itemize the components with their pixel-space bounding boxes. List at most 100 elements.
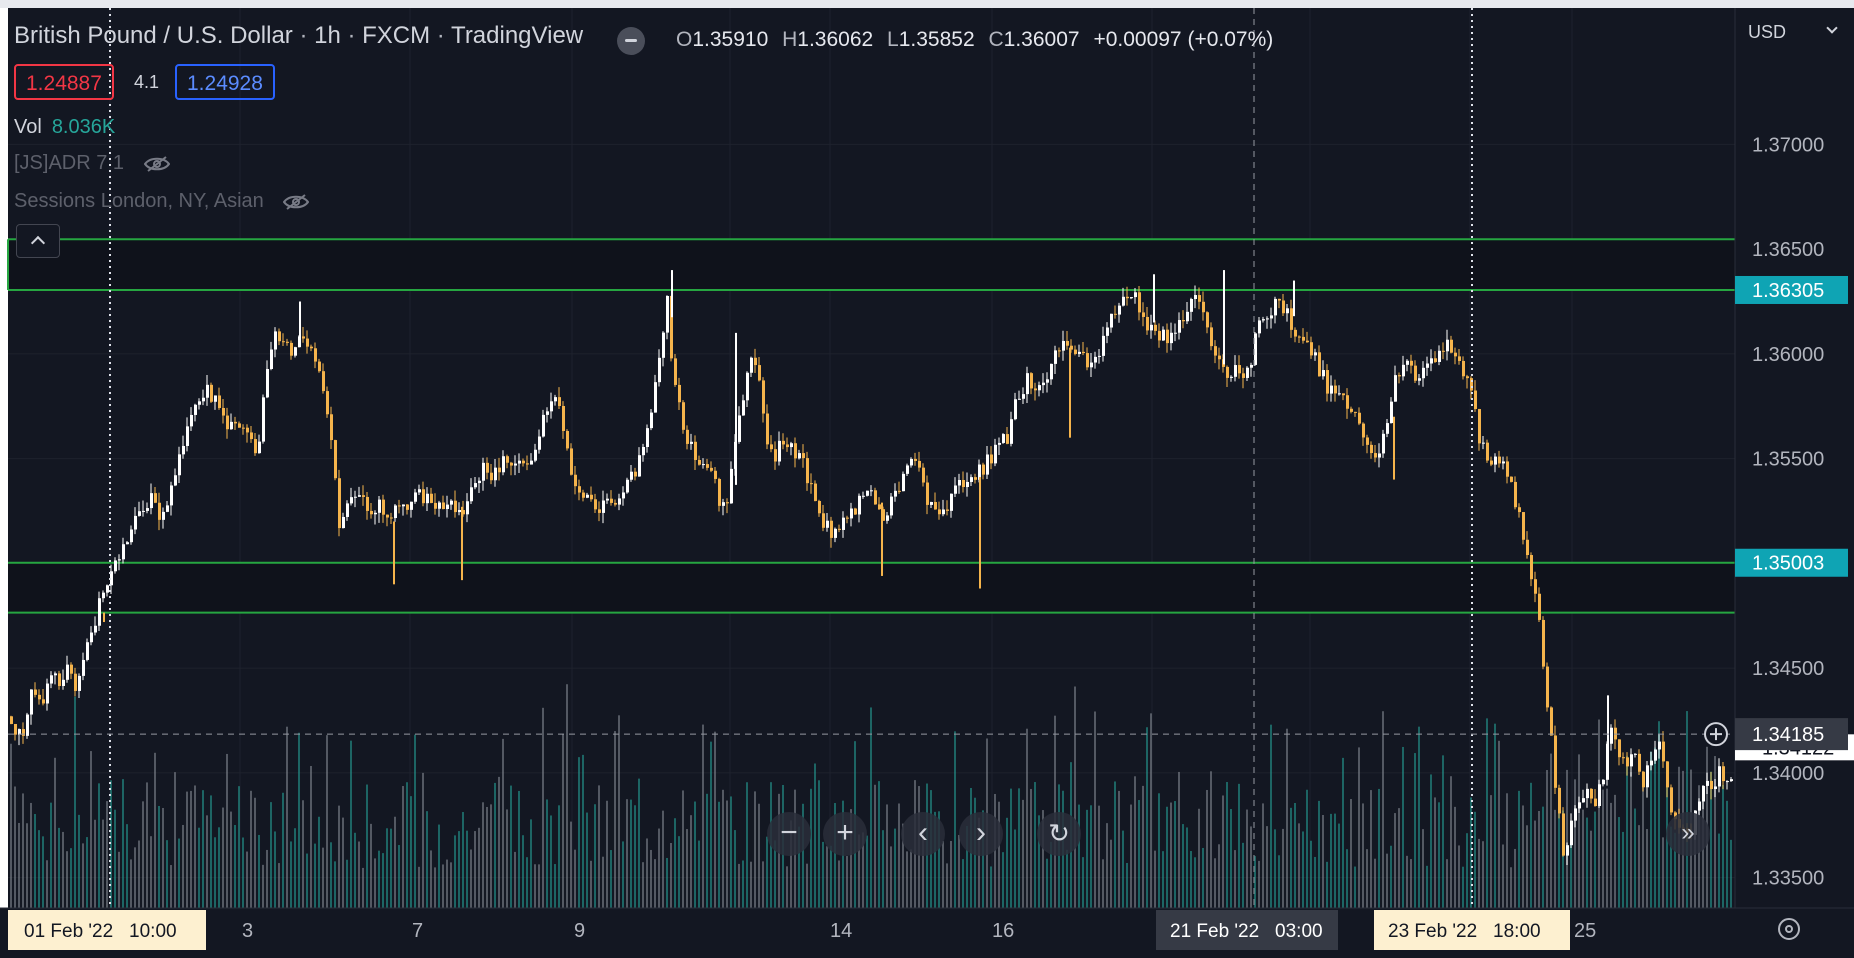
volume-bar bbox=[542, 707, 544, 908]
volume-bar bbox=[1458, 845, 1460, 908]
candle-up bbox=[902, 473, 905, 492]
volume-bar bbox=[1670, 826, 1672, 908]
volume-bar bbox=[1546, 770, 1548, 908]
candle-down bbox=[310, 346, 313, 349]
volume-bar bbox=[406, 782, 408, 908]
candle-up bbox=[1418, 378, 1421, 381]
candle-down bbox=[522, 460, 525, 464]
volume-bar bbox=[670, 842, 672, 908]
volume-bar bbox=[206, 815, 208, 908]
chevron-up-icon[interactable] bbox=[16, 224, 60, 258]
candle-down bbox=[598, 509, 601, 513]
volume-bar bbox=[1094, 711, 1096, 908]
candle-down bbox=[934, 502, 937, 510]
reset-icon[interactable]: ↻ bbox=[1037, 812, 1081, 856]
volume-bar bbox=[1442, 755, 1444, 908]
chevron-right-icon[interactable]: › bbox=[959, 812, 1003, 856]
volume-bar bbox=[462, 812, 464, 908]
volume-bar bbox=[438, 824, 440, 908]
volume-bar bbox=[458, 831, 460, 908]
candle-up bbox=[1706, 780, 1709, 786]
candle-down bbox=[1722, 766, 1725, 782]
candle-up bbox=[550, 401, 553, 412]
gear-icon[interactable] bbox=[1778, 918, 1800, 940]
currency-selector[interactable]: USD bbox=[1748, 22, 1787, 42]
volume-bar bbox=[1614, 794, 1616, 908]
candle-up bbox=[642, 447, 645, 456]
symbol-name[interactable]: British Pound / U.S. Dollar bbox=[14, 22, 293, 49]
volume-bar bbox=[1382, 711, 1384, 908]
candle-up bbox=[98, 598, 101, 626]
candle-up bbox=[662, 332, 665, 358]
candle-down bbox=[1030, 373, 1033, 389]
volume-bar bbox=[218, 827, 220, 908]
volume-bar bbox=[1138, 800, 1140, 908]
volume-bar bbox=[1230, 809, 1232, 908]
volume-bar bbox=[1450, 776, 1452, 908]
candle-up bbox=[1426, 363, 1429, 368]
double-chevron-right-icon[interactable]: » bbox=[1666, 812, 1710, 856]
volume-bar bbox=[578, 757, 580, 908]
candle-up bbox=[750, 357, 753, 373]
candle-up bbox=[1390, 401, 1393, 424]
volume-bar bbox=[1326, 861, 1328, 908]
candle-up bbox=[730, 468, 733, 504]
candle-up bbox=[146, 508, 149, 511]
candle-down bbox=[1218, 355, 1221, 360]
interval-label[interactable]: 1h bbox=[314, 22, 341, 49]
volume-bar bbox=[1486, 718, 1488, 908]
eye-off-icon[interactable] bbox=[143, 155, 170, 172]
candle-up bbox=[346, 503, 349, 517]
plus-circle-icon[interactable] bbox=[1704, 722, 1728, 747]
volume-bar bbox=[1202, 847, 1204, 908]
candle-down bbox=[838, 528, 841, 530]
chart-canvas[interactable]: 1.370001.365001.360001.355001.350001.345… bbox=[0, 8, 1854, 958]
minus-icon[interactable]: − bbox=[767, 812, 811, 856]
candle-down bbox=[1666, 761, 1669, 788]
volume-bar bbox=[674, 818, 676, 908]
candle-up bbox=[1574, 808, 1577, 821]
candle-down bbox=[1070, 345, 1073, 350]
candle-down bbox=[1710, 780, 1713, 790]
volume-bar bbox=[374, 858, 376, 908]
crosshair bbox=[8, 8, 1735, 908]
candle-down bbox=[1614, 727, 1617, 740]
volume-bar bbox=[1134, 776, 1136, 908]
volume-bar bbox=[1110, 839, 1112, 908]
candle-down bbox=[498, 467, 501, 473]
candle-down bbox=[14, 723, 17, 735]
sell-button[interactable]: 1.24887 bbox=[14, 64, 114, 100]
candle-down bbox=[318, 361, 321, 372]
volume-bar bbox=[1498, 740, 1500, 908]
volume-bar bbox=[1086, 809, 1088, 908]
plus-icon[interactable]: + bbox=[823, 812, 867, 856]
minus-icon[interactable] bbox=[617, 27, 645, 55]
volume-indicator[interactable]: Vol 8.036K bbox=[14, 116, 115, 139]
candle-up bbox=[790, 443, 793, 448]
adr-indicator[interactable]: [JS]ADR 7 1 bbox=[14, 152, 170, 175]
candle-down bbox=[946, 509, 949, 511]
price-zones bbox=[7, 238, 1735, 614]
eye-off-icon[interactable] bbox=[283, 193, 310, 210]
volume-bar bbox=[1106, 823, 1108, 908]
sessions-indicator[interactable]: Sessions London, NY, Asian bbox=[14, 190, 310, 213]
volume-bar bbox=[510, 785, 512, 908]
candle-up bbox=[426, 493, 429, 504]
candle-down bbox=[1374, 453, 1377, 458]
buy-button[interactable]: 1.24928 bbox=[175, 64, 275, 100]
time-marker-label-bg bbox=[8, 910, 206, 950]
candle-up bbox=[586, 494, 589, 498]
volume-bar bbox=[318, 816, 320, 908]
volume-bar bbox=[1142, 785, 1144, 908]
candle-down bbox=[706, 464, 709, 468]
volume-bar bbox=[1522, 805, 1524, 908]
time-marker-label: 21 Feb '22 03:00 bbox=[1170, 921, 1323, 942]
volume-bar bbox=[398, 845, 400, 908]
volume-bar bbox=[246, 851, 248, 908]
volume-bar bbox=[562, 733, 564, 908]
candle-up bbox=[746, 372, 749, 401]
candle-up bbox=[870, 490, 873, 492]
volume-bar bbox=[1126, 862, 1128, 908]
chevron-left-icon[interactable]: ‹ bbox=[901, 812, 945, 856]
volume-bar bbox=[558, 805, 560, 908]
